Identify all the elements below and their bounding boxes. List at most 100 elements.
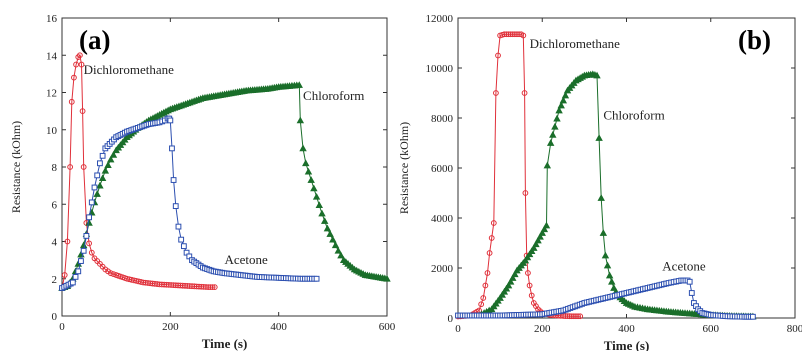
- x-axis-label: Time (s): [604, 338, 650, 351]
- data-point: [71, 74, 77, 81]
- data-point: [318, 209, 326, 217]
- data-point: [546, 139, 555, 146]
- data-point: [211, 284, 218, 291]
- x-tick-label: 0: [59, 321, 65, 333]
- data-point: [98, 174, 107, 182]
- data-point: [167, 117, 174, 124]
- y-tick-label: 12000: [426, 13, 454, 25]
- data-point: [605, 271, 614, 279]
- data-point: [61, 272, 68, 278]
- panel-label: (b): [738, 25, 771, 55]
- data-point: [484, 270, 491, 276]
- series-annotation: Dichloromethane: [84, 62, 174, 77]
- data-point: [172, 203, 179, 210]
- data-point: [542, 221, 551, 229]
- data-point: [509, 274, 517, 281]
- y-tick-label: 2000: [431, 263, 454, 275]
- data-point: [577, 313, 584, 320]
- data-point: [312, 192, 321, 200]
- data-point: [564, 313, 571, 320]
- data-point: [334, 246, 342, 254]
- x-tick-label: 200: [534, 323, 551, 335]
- series-acetone: [455, 277, 756, 320]
- data-point: [562, 313, 569, 319]
- data-point: [568, 313, 575, 320]
- data-point: [522, 190, 529, 196]
- data-point: [478, 301, 485, 308]
- data-point: [75, 268, 82, 275]
- series-annotation: Chloroform: [603, 107, 664, 122]
- x-tick-label: 400: [618, 323, 635, 335]
- data-point: [501, 31, 508, 38]
- data-point: [507, 31, 514, 38]
- data-point: [549, 131, 557, 138]
- data-point: [536, 232, 544, 240]
- data-point: [509, 31, 516, 38]
- series-annotation: Dichloromethane: [530, 36, 620, 51]
- data-point: [688, 290, 695, 296]
- data-point: [79, 108, 86, 115]
- data-point: [482, 282, 489, 289]
- data-point: [686, 278, 693, 285]
- series-line: [457, 33, 581, 317]
- data-point: [525, 270, 531, 276]
- y-tick-label: 16: [46, 13, 58, 25]
- data-point: [480, 295, 487, 301]
- data-point: [295, 81, 303, 88]
- y-axis-label: Resistance (kOhm): [397, 122, 411, 214]
- series-line: [61, 54, 215, 289]
- data-point: [178, 236, 185, 243]
- data-point: [99, 152, 106, 159]
- data-point: [383, 274, 391, 282]
- data-point: [553, 114, 561, 122]
- x-tick-label: 200: [162, 321, 179, 333]
- data-point: [85, 219, 93, 226]
- x-tick-label: 400: [270, 321, 287, 333]
- y-tick-label: 10: [46, 125, 58, 137]
- data-point: [93, 190, 101, 197]
- data-point: [595, 134, 603, 141]
- data-point: [67, 164, 74, 170]
- data-point: [101, 166, 110, 174]
- data-point: [337, 251, 345, 259]
- data-point: [307, 176, 315, 183]
- y-tick-label: 12: [46, 88, 57, 100]
- data-point: [538, 229, 546, 236]
- data-point: [597, 194, 605, 201]
- panel-b: 0 200 400 600 800020004000600080001000012000…: [397, 13, 802, 351]
- data-point: [749, 313, 756, 320]
- data-point: [96, 181, 104, 189]
- data-point: [559, 96, 568, 104]
- data-point: [76, 52, 83, 59]
- data-point: [107, 270, 114, 277]
- data-point: [313, 275, 320, 282]
- series-annotation: Acetone: [225, 252, 269, 267]
- data-point: [566, 313, 573, 320]
- data-point: [511, 270, 519, 278]
- data-point: [503, 31, 510, 38]
- data-point: [80, 164, 87, 170]
- data-point: [302, 159, 310, 167]
- data-point: [599, 229, 608, 236]
- data-point: [557, 101, 565, 109]
- y-tick-label: 8000: [431, 113, 454, 125]
- data-point: [304, 167, 313, 175]
- data-point: [64, 238, 71, 245]
- y-tick-label: 8: [52, 162, 58, 174]
- data-point: [506, 277, 515, 285]
- data-point: [495, 52, 501, 59]
- data-point: [521, 90, 528, 96]
- data-point: [532, 240, 540, 248]
- data-point: [299, 144, 307, 152]
- data-point: [175, 223, 182, 230]
- data-point: [86, 214, 92, 221]
- series-dichloromethane: [455, 31, 584, 320]
- data-point: [608, 277, 616, 285]
- data-point: [72, 273, 79, 280]
- x-axis-label: Time (s): [202, 336, 248, 351]
- data-point: [561, 91, 570, 99]
- panel-a: 0 200 400 600 0 2 4 6 8 10 12 14 16 Time (s) Resistanc…: [9, 13, 396, 351]
- data-point: [490, 220, 497, 226]
- x-tick-label: 600: [379, 321, 396, 333]
